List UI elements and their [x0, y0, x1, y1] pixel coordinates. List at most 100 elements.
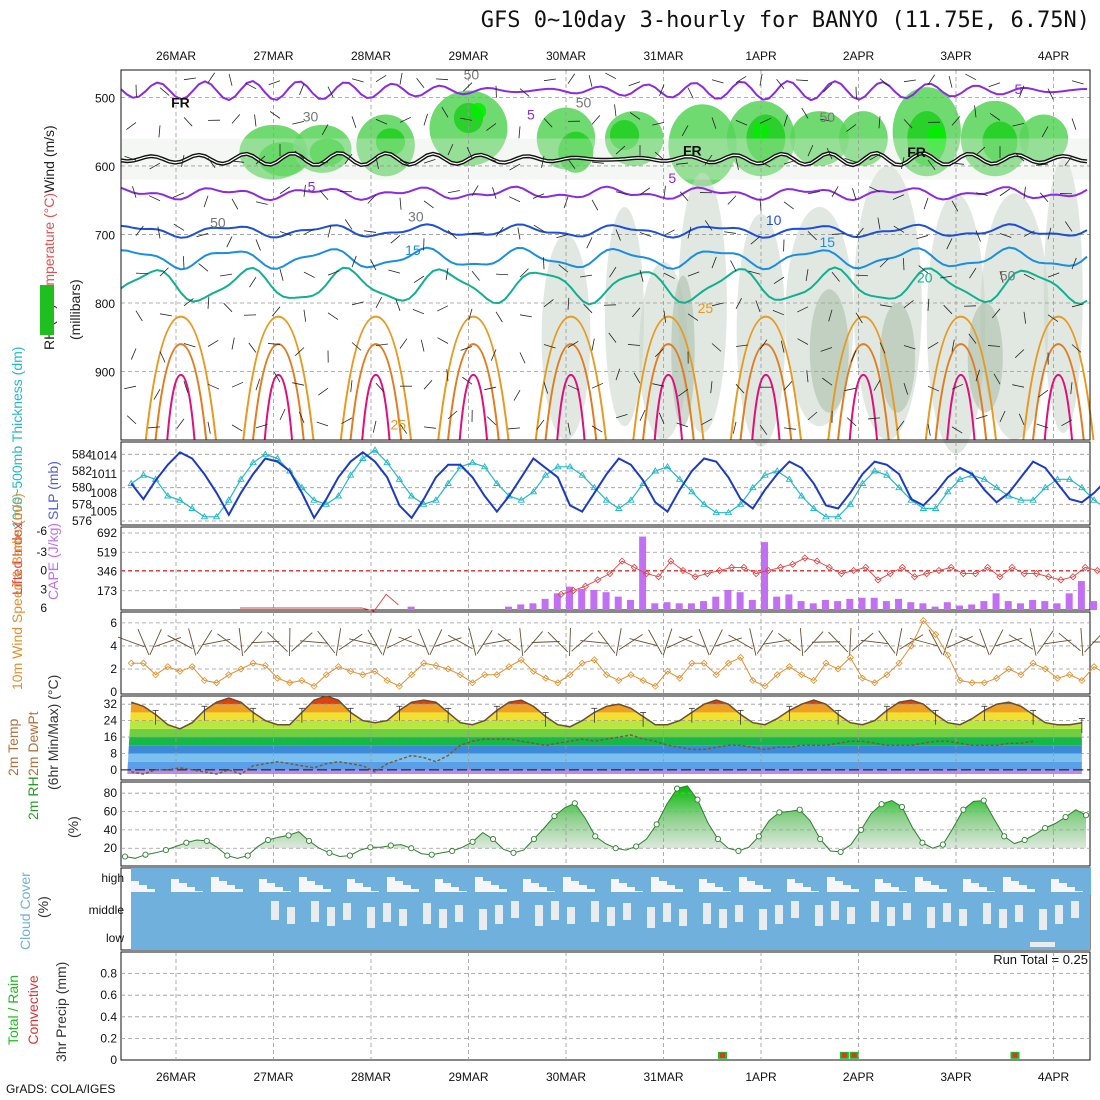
- rh-point: [571, 800, 578, 807]
- wind-speed-point: [639, 676, 647, 685]
- rh-shading: [309, 138, 345, 166]
- wind-barb: [756, 630, 774, 654]
- wind-barb: [732, 421, 737, 434]
- cloud-cell-middle: [719, 909, 727, 928]
- wind-barb: [615, 368, 621, 381]
- wind-barb: [399, 72, 403, 85]
- wind-barb: [999, 188, 1011, 197]
- wind-barb: [648, 629, 663, 655]
- wind-barb: [217, 633, 241, 651]
- contour-line-20C: [120, 266, 1088, 306]
- wind-barb: [1019, 85, 1025, 97]
- thickness-point: [493, 479, 501, 486]
- wind-speed-point: [249, 659, 257, 667]
- wind-barb: [418, 628, 430, 656]
- cloud-cell-high: [939, 868, 947, 889]
- wind-barb: [1071, 344, 1082, 353]
- wind-speed-point: [347, 667, 355, 675]
- cloud-cell-high: [355, 868, 363, 883]
- temp-band: [127, 704, 1082, 713]
- thickness-point: [346, 471, 355, 478]
- thickness-point: [1078, 483, 1086, 491]
- lifted-index-point: [655, 573, 663, 581]
- rh-shading: [605, 207, 644, 427]
- wind-barb: [567, 340, 579, 348]
- cloud-cell-high: [587, 868, 595, 889]
- wind-barb: [135, 310, 143, 322]
- wind-barb: [659, 84, 665, 96]
- wind-speed-point: [749, 676, 757, 685]
- lifted-index-point: [971, 570, 980, 578]
- date-axis-bottom: 26MAR 27MAR 28MAR 29MAR 30MAR 31MAR 1APR 2APR 3A…: [156, 1070, 1070, 1084]
- cloud-cell-high: [563, 868, 571, 877]
- lifted-index-point: [557, 590, 565, 598]
- wind-barb: [828, 631, 849, 653]
- cloud-cell-high: [427, 868, 435, 897]
- cloud-cell-high: [147, 868, 155, 889]
- wind-barb: [423, 200, 434, 209]
- thickness-point: [663, 462, 672, 470]
- date-axis-top: 26MAR 27MAR 28MAR 29MAR 30MAR 31MAR 1APR 2APR 3A…: [156, 49, 1070, 63]
- wind-speed-point: [1066, 671, 1074, 679]
- wind-speed-point: [212, 679, 221, 687]
- cloud-cell-middle: [399, 909, 407, 926]
- wind-barb: [569, 627, 571, 657]
- thickness-point: [590, 483, 599, 491]
- wind-barb: [711, 117, 717, 129]
- temp-ylabel-a: 2m Temp: [5, 718, 21, 776]
- thickness-point: [298, 483, 306, 491]
- thickness-point: [419, 500, 428, 507]
- wind-barb: [543, 78, 556, 82]
- cloud-cell-high: [299, 868, 307, 877]
- wind-speed-point: [651, 682, 659, 690]
- thickness-point: [212, 512, 221, 520]
- wind-barb: [901, 156, 905, 169]
- wind-barb: [979, 628, 990, 656]
- temp-ylabel-c: (6hr Min/Max) (°C): [45, 675, 61, 790]
- precip-conv-bar: [851, 1052, 857, 1058]
- thickness-point: [566, 462, 574, 470]
- rh-point: [674, 785, 681, 792]
- rh-point: [449, 847, 456, 855]
- wind-barb: [735, 344, 748, 347]
- wind-barb: [434, 637, 462, 647]
- wind-barb: [318, 387, 329, 396]
- cape-bar: [748, 599, 756, 610]
- wind-barb: [292, 120, 305, 125]
- cape-bar: [566, 586, 573, 610]
- cloud-cell-high: [891, 868, 899, 887]
- cloud-cell-middle: [1015, 905, 1023, 922]
- thickness-point: [809, 504, 818, 511]
- wind-barb: [231, 160, 244, 163]
- cloud-cell-middle: [647, 907, 655, 928]
- cape-bar: [687, 603, 695, 610]
- wind-speed-point: [164, 663, 172, 671]
- wind-speed-point: [919, 617, 928, 625]
- cape-bar: [602, 592, 610, 610]
- wind-barb: [159, 267, 169, 277]
- cloud-cell-high: [203, 868, 211, 895]
- date-label-top: 28MAR: [351, 49, 391, 63]
- wind-barb: [663, 229, 675, 236]
- wind-barb: [988, 82, 1001, 88]
- cloud-cell-high: [331, 868, 339, 893]
- wind-barb: [231, 198, 239, 210]
- wind-speed-point: [700, 659, 708, 667]
- contour-line-warm: [534, 315, 607, 441]
- wind-barb: [711, 256, 717, 269]
- thickness-tick-label: 576: [72, 514, 92, 528]
- cloud-cell-high: [195, 868, 203, 891]
- wind-barb: [117, 636, 145, 648]
- temp-band: [127, 737, 1082, 746]
- wind-barb: [423, 379, 433, 390]
- thickness-point: [200, 512, 209, 520]
- wind-speed-point: [139, 659, 148, 667]
- wind-barb: [460, 117, 473, 121]
- cape-bar: [882, 601, 890, 610]
- cloud-cell-high: [851, 868, 859, 889]
- wind-barb: [547, 631, 569, 653]
- rh-point: [162, 847, 169, 854]
- wind-barb: [335, 628, 342, 656]
- cloud-cell-high: [971, 868, 979, 883]
- thickness-point: [688, 487, 696, 495]
